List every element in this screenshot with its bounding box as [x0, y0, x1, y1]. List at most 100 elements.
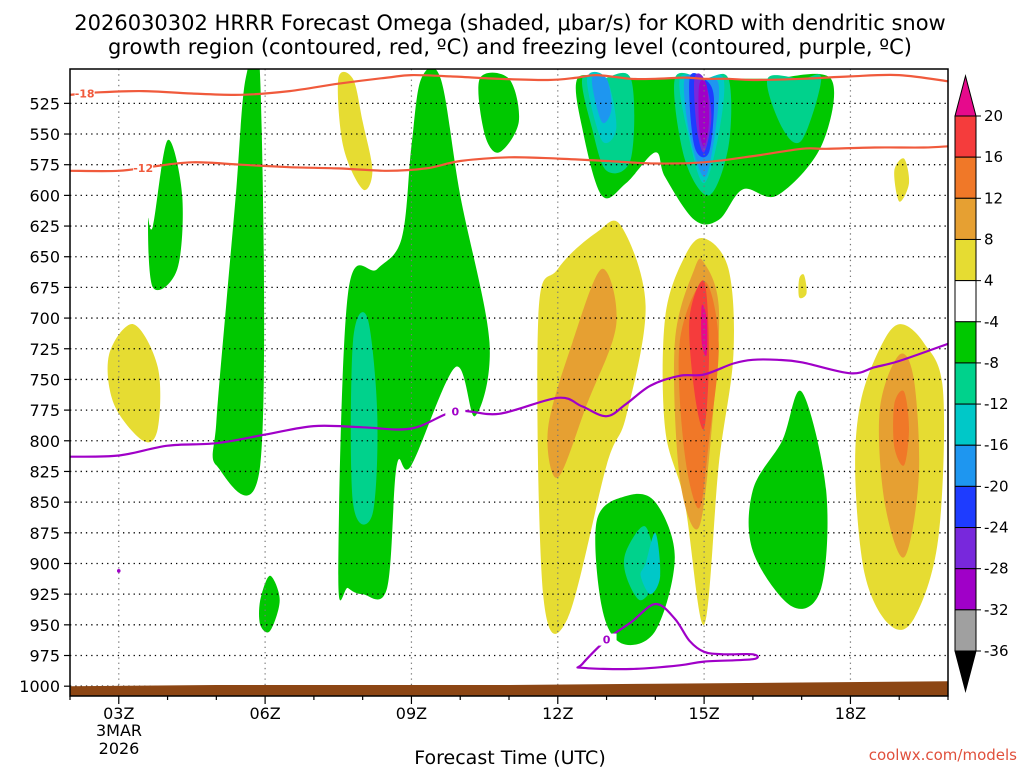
colorbar-swatch-m24_m20	[954, 485, 977, 529]
omega-region-29	[748, 390, 828, 609]
colorbar-swatch-m32_m28	[954, 568, 977, 611]
terrain-band	[70, 681, 948, 696]
x-tick-label-15: 15Z	[688, 704, 719, 723]
omega-shading-layer	[107, 69, 945, 646]
y-tick-label-550: 550	[29, 125, 60, 144]
colorbar-label-1: 16	[984, 148, 1003, 166]
omega-region-9	[547, 268, 617, 478]
y-tick-label-525: 525	[29, 94, 60, 113]
x-tick-label-12: 12Z	[542, 704, 573, 723]
colorbar-label-5: -4	[984, 313, 999, 331]
omega-region-17	[701, 304, 708, 356]
contour-label-bg-3	[596, 633, 617, 646]
colorbar-swatch-4_8	[954, 238, 977, 282]
colorbar-swatch-m16_m12	[954, 403, 977, 446]
colorbar-swatch-m8_m4	[954, 321, 977, 364]
omega-region-7	[478, 72, 520, 153]
colorbar-label-12: -32	[984, 601, 1009, 619]
colorbar-bottom-triangle	[954, 650, 977, 693]
x-tick-label-18: 18Z	[835, 704, 866, 723]
chart-title-line-1: 2026030302 HRRR Forecast Omega (shaded, …	[74, 11, 945, 35]
y-tick-label-775: 775	[29, 401, 60, 420]
y-tick-label-575: 575	[29, 156, 60, 175]
chart-title-line-2: growth region (contoured, red, ºC) and f…	[108, 35, 912, 59]
colorbar-label-4: 4	[984, 272, 994, 290]
colorbar-swatch-8_12	[954, 197, 977, 240]
y-tick-label-850: 850	[29, 493, 60, 512]
plot-area: -18 -12 0 0	[69, 68, 949, 697]
contour-line-1	[70, 145, 948, 173]
colorbar-label-3: 8	[984, 230, 994, 248]
colorbar-label-2: 12	[984, 189, 1003, 207]
contour-label-2: 0	[452, 405, 460, 418]
contour-line-0	[70, 73, 948, 96]
contour-label-bg-2	[445, 405, 466, 418]
contour-label-0: -18	[75, 88, 95, 101]
colorbar-label-8: -16	[984, 436, 1009, 454]
y-axis: 525 550 575 600 625 650 675 700 725 750 775 800 825 8…	[19, 94, 70, 696]
contour-label-bg-0	[74, 87, 95, 100]
x-tick-label-3: 03Z	[103, 704, 134, 723]
y-tick-label-650: 650	[29, 248, 60, 267]
contour-layer: -18 -12 0 0	[70, 73, 948, 671]
colorbar-label-13: -36	[984, 642, 1009, 660]
omega-region-21	[591, 74, 612, 124]
colorbar-top-triangle	[954, 74, 977, 117]
y-tick-label-725: 725	[29, 340, 60, 359]
colorbar-swatch-m20_m16	[954, 444, 977, 487]
colorbar-swatch-16_20	[954, 115, 977, 158]
colorbar-swatch-12_16	[954, 156, 977, 199]
colorbar-label-0: 20	[984, 107, 1003, 125]
date-label-day: 3MAR	[96, 721, 142, 740]
colorbar-label-10: -24	[984, 519, 1009, 537]
y-tick-label-750: 750	[29, 370, 60, 389]
omega-region-1	[148, 139, 183, 291]
y-tick-label-700: 700	[29, 309, 60, 328]
colorbar-label-11: -28	[984, 560, 1009, 578]
omega-region-27	[698, 79, 710, 147]
omega-region-31	[894, 158, 910, 202]
colorbar: 20 16 12 8 4 -4 -8 -12 -16 -20 -24 -28 -32 -36	[954, 74, 1009, 693]
freezing-level-dot	[116, 569, 121, 573]
contour-line-3	[576, 602, 759, 671]
omega-region-3	[259, 575, 280, 633]
date-label-year: 2026	[99, 739, 140, 758]
x-axis: 03Z 06Z 09Z 12Z 15Z 18Z	[69, 696, 949, 723]
omega-region-8	[537, 220, 646, 634]
terrain-layer	[70, 681, 948, 696]
omega-region-4	[337, 71, 373, 191]
y-tick-label-900: 900	[29, 554, 60, 573]
colorbar-label-6: -8	[984, 354, 999, 372]
y-tick-label-975: 975	[29, 647, 60, 666]
colorbar-swatch-m36_m32	[954, 609, 977, 652]
omega-region-30	[798, 274, 807, 299]
x-tick-label-6: 06Z	[249, 704, 280, 723]
credit-text: coolwx.com/models	[869, 746, 1017, 764]
colorbar-swatch-m12_m8	[954, 362, 977, 405]
omega-region-28	[766, 74, 822, 144]
contour-label-1: -12	[133, 162, 153, 175]
x-axis-title: Forecast Time (UTC)	[414, 747, 605, 768]
y-tick-label-600: 600	[29, 186, 60, 205]
omega-region-2	[212, 69, 265, 496]
x-tick-label-9: 09Z	[396, 704, 427, 723]
omega-region-0	[107, 324, 161, 443]
omega-region-34	[893, 390, 909, 466]
contour-label-3: 0	[603, 634, 611, 647]
contour-line-2	[70, 342, 948, 458]
colorbar-swatch-neutral	[954, 280, 977, 323]
y-tick-label-875: 875	[29, 524, 60, 543]
y-tick-label-950: 950	[29, 616, 60, 635]
colorbar-label-9: -20	[984, 477, 1009, 495]
y-tick-label-675: 675	[29, 278, 60, 297]
omega-region-12	[640, 532, 661, 595]
y-tick-label-1000: 1000	[19, 677, 60, 696]
colorbar-label-7: -12	[984, 395, 1009, 413]
y-tick-label-925: 925	[29, 585, 60, 604]
colorbar-swatch-m28_m24	[954, 527, 977, 570]
y-tick-label-800: 800	[29, 432, 60, 451]
y-tick-label-825: 825	[29, 462, 60, 481]
contour-label-bg-1	[133, 161, 154, 174]
y-tick-label-625: 625	[29, 217, 60, 236]
